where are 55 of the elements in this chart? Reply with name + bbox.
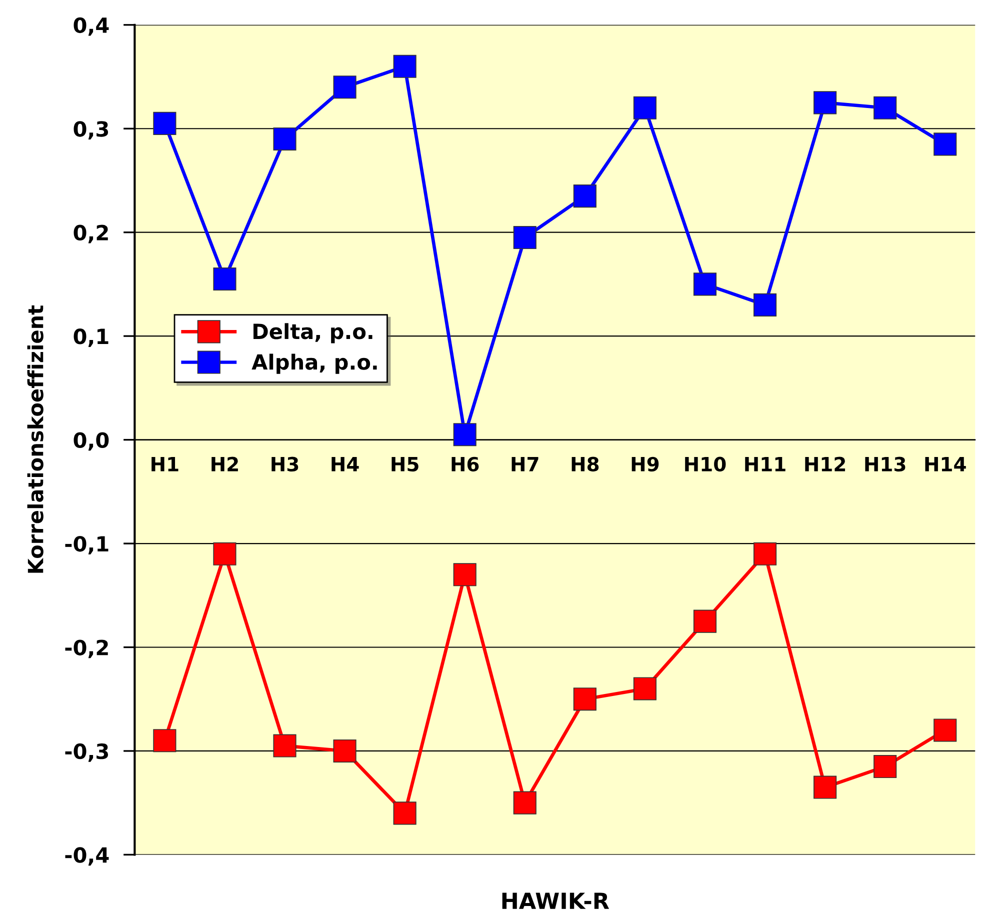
point: [513, 791, 536, 814]
point: [633, 96, 656, 120]
point: [753, 293, 777, 316]
x-tick-label: H8: [572, 456, 599, 472]
point: [393, 802, 416, 825]
point: [213, 267, 236, 291]
x-tick-label: H7: [512, 457, 538, 472]
x-tick-label: H4: [332, 457, 359, 472]
point: [513, 226, 536, 250]
point: [693, 610, 717, 633]
y-tick-label: -0,4: [65, 847, 109, 866]
x-tick-label: H10: [685, 456, 726, 472]
y-tick-label: 0,3: [74, 121, 108, 140]
y-tick-label: 0,4: [74, 17, 109, 36]
point: [573, 688, 596, 711]
point: [153, 729, 176, 752]
x-tick-label: H2: [212, 456, 238, 472]
y-tick-label: 0,2: [74, 224, 108, 244]
x-tick-label: H11: [745, 457, 786, 472]
x-axis-title: HAWIK-R: [502, 892, 610, 909]
point: [874, 754, 897, 778]
point: [333, 76, 356, 99]
x-tick-label: H1: [152, 457, 178, 472]
legend-label: Alpha, p.o.: [252, 354, 377, 374]
point: [393, 54, 416, 78]
legend-label: Delta, p.o.: [254, 323, 372, 344]
point: [273, 127, 296, 151]
y-tick-label: -0,2: [65, 640, 108, 658]
y-tick-label: -0,3: [65, 743, 108, 762]
point: [934, 132, 957, 156]
x-tick-label: H13: [865, 456, 906, 472]
x-tick-label: H14: [925, 457, 966, 472]
point: [874, 96, 897, 120]
point: [814, 776, 837, 799]
point: [453, 423, 476, 446]
x-tick-label: H9: [632, 456, 659, 472]
point: [693, 272, 717, 296]
x-tick-label: H12: [805, 456, 846, 472]
x-tick-label: H3: [272, 456, 298, 472]
point: [753, 542, 777, 566]
y-tick-label: 0,1: [74, 328, 108, 347]
point: [934, 718, 957, 742]
point: [273, 734, 296, 758]
y-tick-label: -0,1: [65, 536, 108, 554]
point: [453, 563, 476, 586]
point: [814, 91, 837, 114]
x-tick-label: H5: [392, 457, 418, 472]
point: [333, 739, 356, 762]
point: [633, 677, 656, 700]
point: [573, 184, 596, 208]
point: [153, 112, 176, 135]
point: [213, 542, 236, 566]
y-tick-label: 0,0: [74, 432, 109, 451]
x-tick-label: H6: [452, 456, 479, 472]
y-axis-title: Korrelationskoeffizient: [27, 305, 44, 573]
